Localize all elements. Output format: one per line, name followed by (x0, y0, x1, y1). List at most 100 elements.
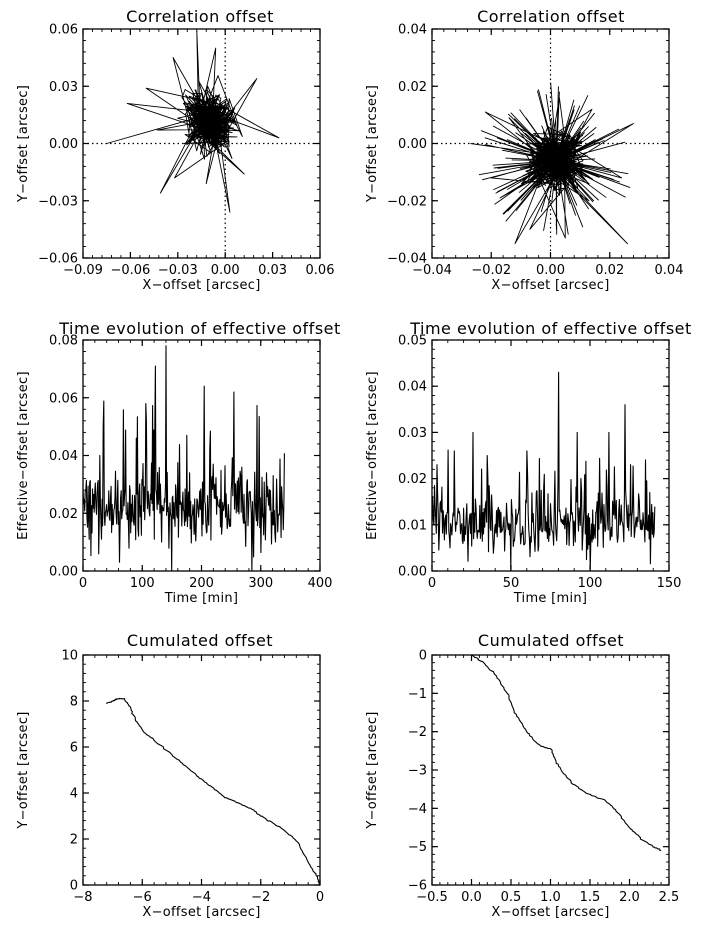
chart-title: Cumulated offset (478, 631, 624, 650)
y-tick-label: −1 (408, 687, 427, 702)
y-tick-label: 0.01 (398, 518, 427, 533)
series-line (106, 30, 280, 213)
x-tick-label: 150 (657, 576, 682, 591)
y-tick-label: −6 (408, 879, 427, 894)
series-line (105, 697, 320, 885)
x-tick-label: 1.0 (540, 890, 561, 905)
panel-time-evolution-right: Time evolution of effective offset 0 50 10… (365, 319, 692, 606)
x-tick-label: 0.02 (595, 263, 624, 278)
x-tick-label: 0.00 (211, 263, 240, 278)
y-axis-label: Effective−offset [arcsec] (16, 371, 31, 540)
y-tick-label: 4 (70, 787, 78, 802)
y-tick-label: 6 (70, 741, 78, 756)
panel-correlation-offset-right: Correlation offset −0.04 −0.02 0.00 0.02 0.0… (365, 7, 683, 293)
x-tick-label: 0.03 (258, 263, 287, 278)
y-tick-label: 10 (61, 649, 78, 664)
y-tick-label: 0.03 (49, 80, 78, 95)
x-tick-label: 0.04 (655, 263, 684, 278)
x-tick-label: −0.03 (158, 263, 198, 278)
y-tick-label: −0.04 (387, 252, 427, 267)
chart-title: Time evolution of effective offset (409, 319, 692, 338)
x-tick-label: 100 (578, 576, 603, 591)
y-tick-label: −0.02 (387, 194, 427, 209)
y-axis-label: Y−offset [arcsec] (365, 711, 380, 829)
panel-correlation-offset-left: Correlation offset −0.09 −0.06 −0.03 0.00 0.… (16, 7, 334, 293)
x-tick-label: 0 (316, 890, 324, 905)
chart-title: Correlation offset (477, 7, 625, 26)
x-tick-label: 0.5 (501, 890, 522, 905)
y-tick-label: 0.02 (49, 507, 78, 522)
x-tick-label: 2.0 (619, 890, 640, 905)
x-tick-label: 1.5 (580, 890, 601, 905)
y-tick-label: −0.06 (38, 252, 78, 267)
panel-cumulated-offset-left: Cumulated offset −8 −6 −4 −2 0 0 2 4 6 8 10 X−offse… (16, 631, 324, 920)
y-tick-label: 0.06 (49, 23, 78, 38)
x-tick-label: 0 (428, 576, 436, 591)
x-tick-label: 2.5 (659, 890, 680, 905)
x-tick-label: −4 (192, 890, 211, 905)
y-tick-label: 0.00 (398, 565, 427, 580)
plot-frame (82, 654, 321, 886)
y-axis-label: Y−offset [arcsec] (365, 85, 380, 203)
panel-time-evolution-left: Time evolution of effective offset 0 100 2… (16, 319, 341, 606)
y-tick-label: −2 (408, 725, 427, 740)
x-axis-label: X−offset [arcsec] (491, 278, 609, 293)
y-tick-label: 0.06 (49, 391, 78, 406)
x-tick-label: 400 (308, 576, 333, 591)
x-tick-label: −6 (133, 890, 152, 905)
y-tick-label: 8 (70, 695, 78, 710)
x-axis-label: X−offset [arcsec] (142, 905, 260, 920)
y-tick-label: 0.00 (49, 137, 78, 152)
y-tick-label: 0.00 (49, 565, 78, 580)
y-tick-label: 0.02 (398, 472, 427, 487)
x-axis-label: X−offset [arcsec] (491, 905, 609, 920)
series-line (83, 345, 285, 571)
x-tick-label: 200 (189, 576, 214, 591)
y-tick-label: −4 (408, 802, 427, 817)
x-tick-label: 100 (130, 576, 155, 591)
chart-title: Correlation offset (126, 7, 274, 26)
x-tick-label: 0.0 (461, 890, 482, 905)
x-tick-label: −0.09 (63, 263, 103, 278)
x-tick-label: −0.5 (416, 890, 448, 905)
plot-frame (431, 654, 670, 886)
y-tick-label: −0.03 (38, 194, 78, 209)
y-tick-label: 0.08 (49, 334, 78, 349)
chart-title: Time evolution of effective offset (58, 319, 341, 338)
y-tick-label: 0.05 (398, 334, 427, 349)
series-line (470, 82, 634, 245)
chart-title: Cumulated offset (127, 631, 273, 650)
panel-cumulated-offset-right: Cumulated offset −0.5 0.0 0.5 1.0 1.5 2.0 2.5 −… (365, 631, 679, 920)
y-tick-label: −5 (408, 840, 427, 855)
y-tick-label: 0.03 (398, 426, 427, 441)
x-axis-label: Time [min] (164, 591, 239, 606)
y-axis-label: Effective−offset [arcsec] (365, 371, 380, 540)
x-tick-label: 0.00 (536, 263, 565, 278)
x-axis-label: Time [min] (513, 591, 588, 606)
y-axis-label: Y−offset [arcsec] (16, 85, 31, 203)
y-tick-label: 0.04 (398, 380, 427, 395)
x-tick-label: 50 (503, 576, 520, 591)
y-tick-label: 0.04 (49, 449, 78, 464)
x-tick-label: 300 (248, 576, 273, 591)
x-tick-label: 0.06 (306, 263, 335, 278)
plot-frame (431, 339, 670, 572)
series-line (470, 655, 662, 852)
y-tick-label: −3 (408, 764, 427, 779)
y-tick-label: 0 (70, 879, 78, 894)
x-tick-label: −2 (251, 890, 270, 905)
y-tick-label: 2 (70, 833, 78, 848)
y-tick-label: 0.00 (398, 137, 427, 152)
x-axis-label: X−offset [arcsec] (142, 278, 260, 293)
y-tick-label: 0.02 (398, 80, 427, 95)
series-line (432, 371, 656, 571)
y-tick-label: 0 (419, 649, 427, 664)
x-tick-label: 0 (79, 576, 87, 591)
x-tick-label: −0.04 (412, 263, 452, 278)
y-tick-label: 0.04 (398, 23, 427, 38)
x-tick-label: −0.02 (471, 263, 511, 278)
x-tick-label: −8 (73, 890, 92, 905)
x-tick-label: −0.06 (110, 263, 150, 278)
y-axis-label: Y−offset [arcsec] (16, 711, 31, 829)
